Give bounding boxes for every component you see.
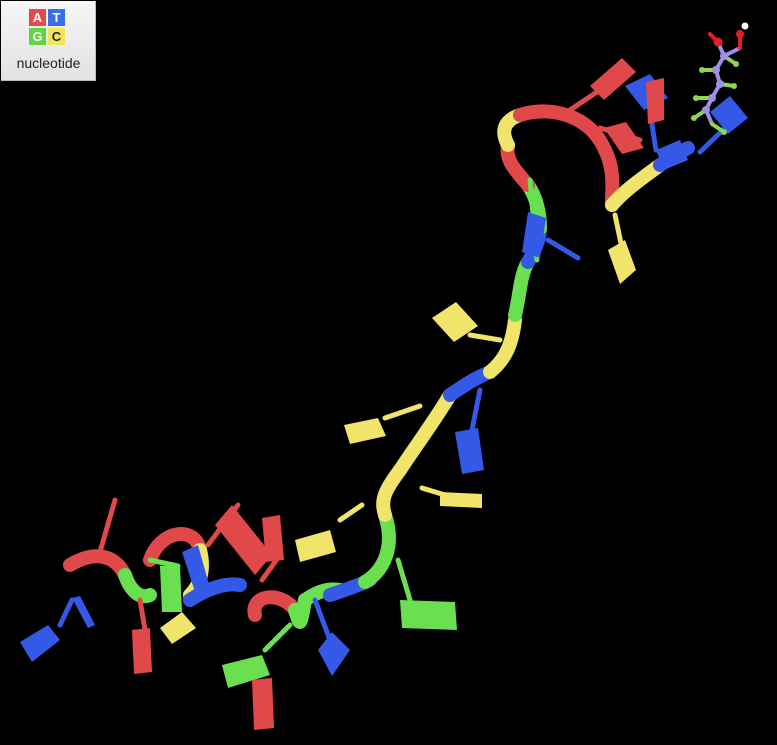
base-slab [160, 612, 196, 644]
base-slab [710, 96, 748, 134]
base-slab [160, 566, 182, 612]
base-stick [567, 87, 603, 113]
base-stick [382, 403, 423, 421]
nucleotide-button-label: nucleotide [16, 55, 81, 71]
base-slab [455, 428, 484, 474]
base-stick [147, 557, 181, 569]
nucleotide-tile-t: T [48, 9, 65, 26]
nucleotide-tile-a: A [29, 9, 46, 26]
ribbon-segment [393, 388, 457, 477]
base-slab [295, 530, 336, 562]
base-slab [440, 492, 482, 508]
ribbon-segment [358, 508, 396, 589]
nucleotide-color-button[interactable]: A T G C nucleotide [1, 1, 96, 81]
base-slab [72, 596, 95, 628]
base-slab [522, 212, 546, 258]
base-slab [590, 58, 636, 100]
base-slab [262, 515, 284, 562]
base-stick [57, 597, 75, 628]
nucleotide-tile-g: G [29, 28, 46, 45]
base-slab [656, 140, 688, 170]
base-stick [467, 332, 503, 343]
ribbon-segment [63, 549, 132, 582]
base-stick [137, 597, 148, 633]
base-slab [400, 600, 457, 630]
ribbon-segment [376, 463, 407, 522]
ligand-ball-and-stick [691, 22, 749, 135]
ribbon-segment [143, 527, 207, 567]
base-stick [337, 502, 365, 523]
base-stick [395, 557, 413, 603]
base-slab [215, 505, 272, 575]
base-slabs [20, 58, 748, 730]
base-stick [97, 497, 118, 555]
base-stick [545, 237, 581, 261]
nucleotide-color-key-icon: A T G C [29, 9, 67, 47]
base-slab [646, 78, 664, 124]
ribbon-segment [513, 104, 612, 157]
ribbon-segment [483, 313, 522, 379]
base-slab [20, 625, 60, 662]
base-slab [432, 302, 478, 342]
ribbon-segment [118, 568, 157, 604]
base-sticks [57, 87, 728, 653]
base-slab [344, 418, 386, 444]
base-slab [222, 655, 270, 688]
base-stick [469, 387, 483, 433]
base-stick [262, 622, 293, 653]
backbone-ribbon [63, 104, 695, 629]
base-slab [604, 122, 644, 154]
base-slab [182, 545, 210, 595]
base-slab [318, 632, 350, 676]
base-stick [312, 597, 333, 643]
ribbon-segment [183, 577, 247, 607]
base-slab [608, 240, 636, 284]
ribbon-segment [508, 255, 535, 322]
nucleotide-tile-c: C [48, 28, 65, 45]
base-slab [252, 678, 274, 730]
base-slab [132, 628, 152, 674]
